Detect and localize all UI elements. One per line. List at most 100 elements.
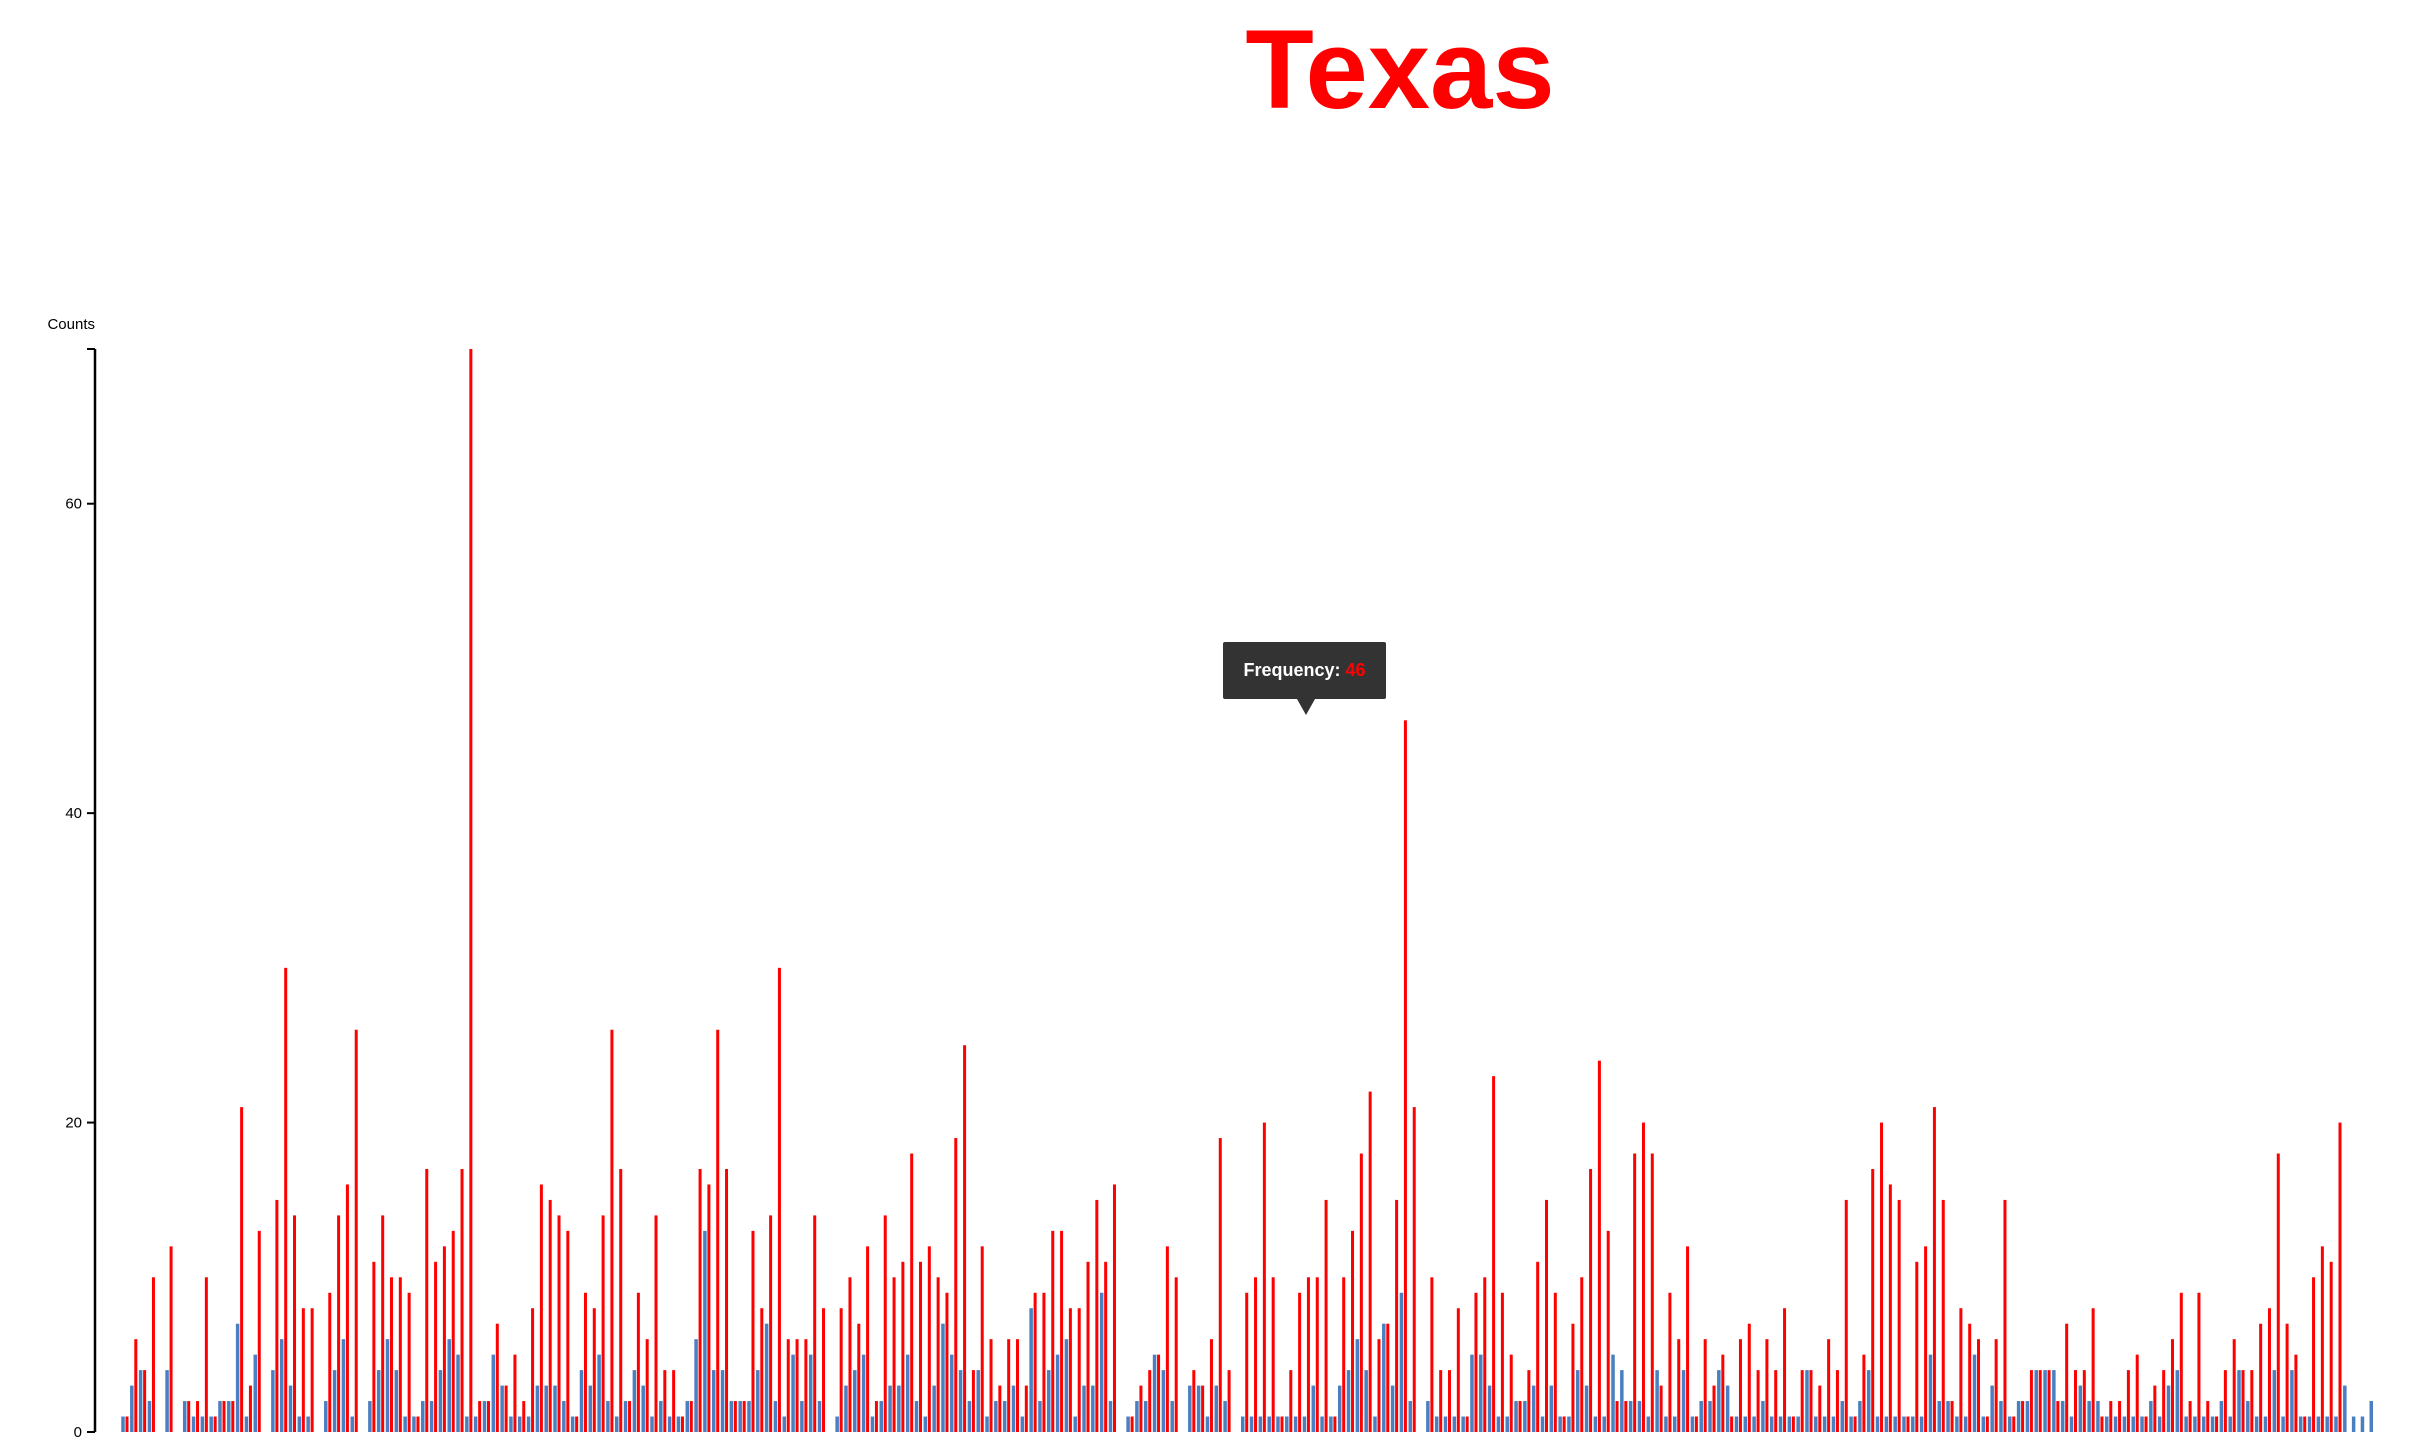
bar-secondary[interactable]	[121, 1416, 125, 1432]
bar-frequency[interactable]	[1544, 1199, 1548, 1432]
bar-secondary[interactable]	[288, 1385, 293, 1432]
bar-frequency[interactable]	[2338, 1122, 2342, 1432]
bar-secondary[interactable]	[544, 1385, 548, 1432]
bar-secondary[interactable]	[376, 1370, 381, 1432]
bar-secondary[interactable]	[1761, 1401, 1765, 1432]
bar-secondary[interactable]	[2184, 1416, 2188, 1432]
bar-frequency[interactable]	[390, 1277, 394, 1432]
bar-secondary[interactable]	[1937, 1401, 1941, 1432]
bar-frequency[interactable]	[716, 1029, 720, 1432]
bar-frequency[interactable]	[1659, 1385, 1663, 1432]
bar-frequency[interactable]	[1104, 1261, 1108, 1432]
bar-frequency[interactable]	[945, 1292, 949, 1432]
bar-frequency[interactable]	[2021, 1401, 2025, 1432]
bar-secondary[interactable]	[800, 1401, 804, 1432]
bar-secondary[interactable]	[2008, 1416, 2012, 1432]
bar-secondary[interactable]	[1593, 1416, 1598, 1432]
bar-secondary[interactable]	[932, 1385, 936, 1432]
bar-frequency[interactable]	[592, 1308, 596, 1432]
bar-frequency[interactable]	[1024, 1385, 1028, 1432]
bar-secondary[interactable]	[2201, 1416, 2206, 1432]
bar-frequency[interactable]	[1871, 1168, 1875, 1432]
bar-frequency[interactable]	[1580, 1277, 1584, 1432]
bar-secondary[interactable]	[967, 1401, 972, 1432]
bar-secondary[interactable]	[2316, 1416, 2321, 1432]
bar-secondary[interactable]	[2360, 1416, 2365, 1432]
bar-secondary[interactable]	[456, 1354, 460, 1432]
bar-secondary[interactable]	[844, 1385, 848, 1432]
bar-frequency[interactable]	[469, 349, 473, 1432]
bar-secondary[interactable]	[1152, 1354, 1157, 1432]
bar-secondary[interactable]	[1558, 1416, 1562, 1432]
bar-secondary[interactable]	[1399, 1292, 1404, 1432]
bar-secondary[interactable]	[588, 1385, 593, 1432]
bar-frequency[interactable]	[2126, 1370, 2130, 1432]
bar-frequency[interactable]	[125, 1416, 129, 1432]
bar-secondary[interactable]	[500, 1385, 504, 1432]
bar-frequency[interactable]	[2109, 1401, 2113, 1432]
bar-frequency[interactable]	[1641, 1122, 1645, 1432]
bar-secondary[interactable]	[950, 1354, 954, 1432]
bar-frequency[interactable]	[1112, 1184, 1116, 1432]
bar-frequency[interactable]	[645, 1339, 649, 1432]
bar-frequency[interactable]	[1932, 1107, 1936, 1432]
bar-frequency[interactable]	[725, 1168, 729, 1432]
bar-frequency[interactable]	[628, 1401, 632, 1432]
bar-secondary[interactable]	[985, 1416, 989, 1432]
bar-frequency[interactable]	[989, 1339, 993, 1432]
bar-frequency[interactable]	[434, 1261, 438, 1432]
bar-frequency[interactable]	[2144, 1416, 2148, 1432]
bar-frequency[interactable]	[548, 1199, 552, 1432]
bar-frequency[interactable]	[1218, 1138, 1222, 1432]
bar-frequency[interactable]	[1201, 1385, 1205, 1432]
bar-secondary[interactable]	[412, 1416, 416, 1432]
bar-frequency[interactable]	[1827, 1339, 1831, 1432]
bar-secondary[interactable]	[2025, 1401, 2030, 1432]
bar-secondary[interactable]	[165, 1370, 169, 1432]
bar-frequency[interactable]	[557, 1215, 561, 1432]
bar-frequency[interactable]	[848, 1277, 852, 1432]
bar-frequency[interactable]	[134, 1339, 138, 1432]
bar-secondary[interactable]	[2043, 1370, 2047, 1432]
bar-secondary[interactable]	[1540, 1416, 1545, 1432]
bar-frequency[interactable]	[1924, 1246, 1928, 1432]
bar-secondary[interactable]	[1470, 1354, 1474, 1432]
bar-secondary[interactable]	[509, 1416, 513, 1432]
bar-secondary[interactable]	[1602, 1416, 1606, 1432]
bar-frequency[interactable]	[601, 1215, 605, 1432]
bar-frequency[interactable]	[919, 1261, 923, 1432]
bar-frequency[interactable]	[1403, 720, 1407, 1432]
bar-secondary[interactable]	[1752, 1416, 1756, 1432]
bar-secondary[interactable]	[1866, 1370, 1871, 1432]
bar-frequency[interactable]	[1765, 1339, 1769, 1432]
bar-frequency[interactable]	[1694, 1416, 1698, 1432]
bar-secondary[interactable]	[218, 1401, 222, 1432]
bar-secondary[interactable]	[482, 1401, 487, 1432]
bar-secondary[interactable]	[597, 1354, 601, 1432]
bar-frequency[interactable]	[1721, 1354, 1725, 1432]
bar-secondary[interactable]	[465, 1416, 469, 1432]
bar-frequency[interactable]	[1280, 1416, 1284, 1432]
bar-secondary[interactable]	[130, 1385, 134, 1432]
bar-frequency[interactable]	[1853, 1416, 1857, 1432]
bar-frequency[interactable]	[1959, 1308, 1963, 1432]
bar-secondary[interactable]	[1355, 1339, 1360, 1432]
bar-frequency[interactable]	[504, 1385, 508, 1432]
bar-frequency[interactable]	[1342, 1277, 1346, 1432]
bar-frequency[interactable]	[980, 1246, 984, 1432]
bar-frequency[interactable]	[1968, 1323, 1972, 1432]
bar-secondary[interactable]	[1258, 1416, 1263, 1432]
bar-frequency[interactable]	[1298, 1292, 1302, 1432]
bar-frequency[interactable]	[874, 1401, 878, 1432]
bar-frequency[interactable]	[1703, 1339, 1707, 1432]
bar-frequency[interactable]	[689, 1401, 693, 1432]
bar-secondary[interactable]	[1981, 1416, 1986, 1432]
bar-frequency[interactable]	[337, 1215, 341, 1432]
bar-frequency[interactable]	[1756, 1370, 1760, 1432]
bar-secondary[interactable]	[1020, 1416, 1025, 1432]
bar-secondary[interactable]	[1690, 1416, 1695, 1432]
bar-secondary[interactable]	[253, 1354, 258, 1432]
bar-frequency[interactable]	[1738, 1339, 1742, 1432]
bar-secondary[interactable]	[711, 1370, 716, 1432]
bar-secondary[interactable]	[729, 1401, 734, 1432]
